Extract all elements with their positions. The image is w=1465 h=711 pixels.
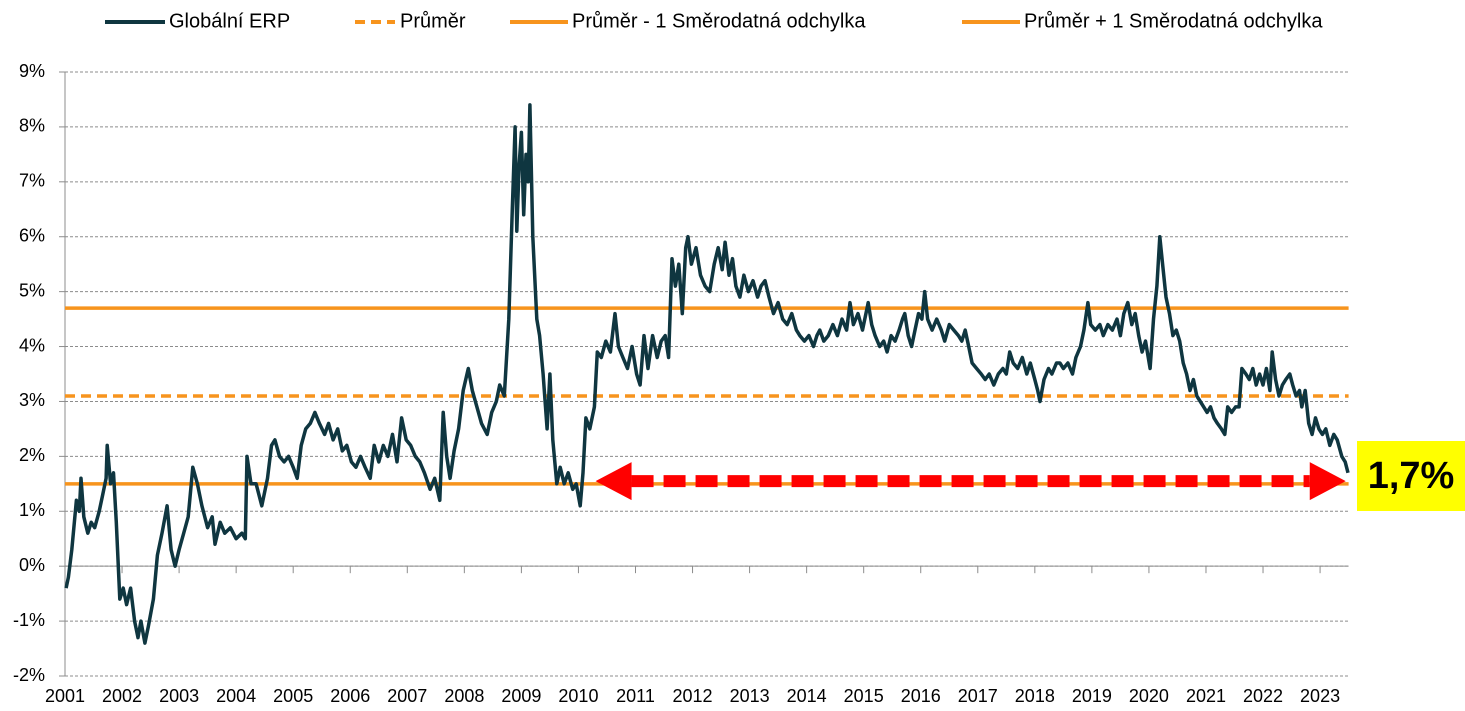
x-tick-label: 2021: [1186, 686, 1226, 706]
x-tick-label: 2005: [273, 686, 313, 706]
x-tick-label: 2013: [730, 686, 770, 706]
legend-label: Průměr - 1 Směrodatná odchylka: [572, 10, 866, 32]
data-line: [64, 103, 1350, 645]
y-tick-label: 0%: [19, 555, 45, 575]
x-tick-label: 2023: [1300, 686, 1340, 706]
x-tick-label: 2003: [159, 686, 199, 706]
annotation-box: [1357, 441, 1465, 511]
legend-label: Průměr: [400, 10, 466, 32]
annotation-arrow: [595, 462, 1346, 501]
y-tick-label: 8%: [19, 116, 45, 136]
x-tick-label: 2010: [558, 686, 598, 706]
x-tick-label: 2015: [844, 686, 884, 706]
x-tick-label: 2020: [1129, 686, 1169, 706]
x-tick-label: 2008: [444, 686, 484, 706]
annotation-label: 1,7%: [1368, 455, 1455, 497]
legend-label: Globální ERP: [169, 10, 290, 32]
x-tick-label: 2006: [330, 686, 370, 706]
x-tick-label: 2011: [616, 686, 655, 706]
x-tick-label: 2014: [787, 686, 827, 706]
y-tick-label: 6%: [19, 225, 45, 245]
y-tick-label: 4%: [19, 335, 45, 355]
y-tick-label: 1%: [19, 500, 45, 520]
x-tick-label: 2017: [958, 686, 998, 706]
y-tick-label: 5%: [19, 280, 45, 300]
x-tick-label: 2018: [1015, 686, 1055, 706]
arrow-head: [595, 462, 632, 501]
x-tick-label: 2012: [673, 686, 713, 706]
x-tick-label: 2019: [1072, 686, 1112, 706]
x-tick-label: 2001: [45, 686, 85, 706]
y-tick-label: 9%: [19, 61, 45, 81]
legend-label: Průměr + 1 Směrodatná odchylka: [1024, 10, 1323, 32]
y-tick-label: 3%: [19, 390, 45, 410]
x-tick-label: 2007: [387, 686, 427, 706]
y-tick-label: 7%: [19, 171, 45, 191]
x-tick-label: 2022: [1243, 686, 1283, 706]
y-tick-label: 2%: [19, 445, 45, 465]
x-tick-label: 2009: [501, 686, 541, 706]
arrow-head: [1309, 462, 1346, 501]
y-tick-label: -2%: [13, 665, 45, 685]
x-tick-label: 2016: [901, 686, 941, 706]
x-tick-label: 2002: [102, 686, 142, 706]
x-tick-label: 2004: [216, 686, 256, 706]
y-tick-label: -1%: [13, 610, 45, 630]
